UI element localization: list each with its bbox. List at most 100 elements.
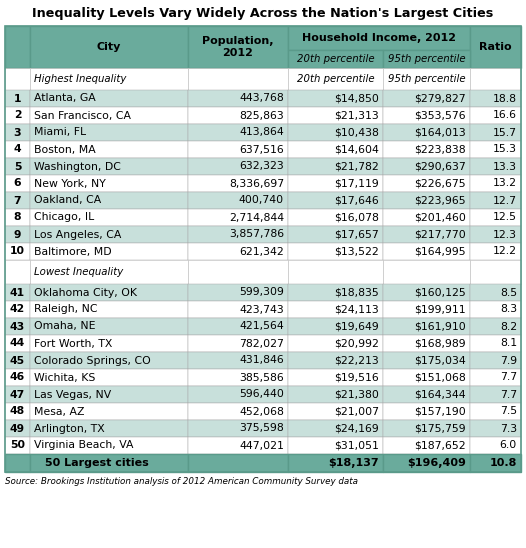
Bar (383, 284, 470, 301)
Text: 50 Largest cities: 50 Largest cities (45, 458, 148, 468)
Bar (5, 192, 30, 209)
Text: 599,309: 599,309 (239, 288, 284, 298)
Text: Mesa, AZ: Mesa, AZ (34, 407, 85, 416)
Text: Fort Worth, TX: Fort Worth, TX (34, 339, 113, 349)
Bar (470, 420, 521, 437)
Bar (30, 352, 188, 369)
Bar (30, 386, 188, 403)
Text: $14,850: $14,850 (334, 94, 379, 104)
Text: 41: 41 (10, 288, 25, 298)
Text: 8.5: 8.5 (500, 288, 517, 298)
Text: $199,911: $199,911 (414, 305, 466, 315)
Text: $24,113: $24,113 (334, 305, 379, 315)
Text: 15.3: 15.3 (493, 145, 517, 155)
Bar (5, 352, 30, 369)
Bar (383, 226, 470, 243)
Text: 45: 45 (10, 356, 25, 366)
Bar (188, 386, 288, 403)
Text: 12.2: 12.2 (493, 247, 517, 256)
Bar (288, 107, 383, 124)
Bar (30, 437, 188, 454)
Bar (288, 90, 383, 107)
Text: Highest Inequality: Highest Inequality (34, 74, 126, 84)
Text: 13.2: 13.2 (493, 179, 517, 189)
Text: 5: 5 (14, 162, 21, 172)
Bar (288, 175, 383, 192)
Text: Chicago, IL: Chicago, IL (34, 213, 94, 222)
Bar (188, 175, 288, 192)
Bar (30, 284, 188, 301)
Text: Arlington, TX: Arlington, TX (34, 424, 105, 433)
Bar (30, 260, 188, 284)
Bar (30, 243, 188, 260)
Bar (5, 141, 30, 158)
Bar (383, 158, 470, 175)
Bar (30, 68, 188, 90)
Text: 12.3: 12.3 (493, 230, 517, 239)
Text: 637,516: 637,516 (239, 145, 284, 155)
Text: $10,438: $10,438 (334, 128, 379, 138)
Text: 48: 48 (10, 407, 25, 416)
Text: Boston, MA: Boston, MA (34, 145, 96, 155)
Text: 42: 42 (10, 305, 25, 315)
Bar (5, 260, 30, 284)
Bar (188, 158, 288, 175)
Bar (5, 454, 30, 472)
Text: 413,864: 413,864 (239, 128, 284, 138)
Text: 6.0: 6.0 (500, 441, 517, 450)
Bar (470, 454, 521, 472)
Bar (5, 26, 30, 68)
Bar (470, 437, 521, 454)
Text: $21,380: $21,380 (334, 390, 379, 399)
Bar (470, 141, 521, 158)
Bar (5, 26, 521, 472)
Text: $201,460: $201,460 (414, 213, 466, 222)
Bar (188, 226, 288, 243)
Bar (470, 403, 521, 420)
Bar (5, 284, 30, 301)
Bar (470, 107, 521, 124)
Bar (188, 260, 288, 284)
Bar (383, 50, 470, 68)
Text: 8.3: 8.3 (500, 305, 517, 315)
Bar (288, 369, 383, 386)
Bar (188, 318, 288, 335)
Bar (5, 318, 30, 335)
Bar (383, 192, 470, 209)
Bar (30, 301, 188, 318)
Bar (30, 369, 188, 386)
Text: 44: 44 (10, 339, 25, 349)
Text: $175,034: $175,034 (414, 356, 466, 366)
Bar (288, 209, 383, 226)
Text: $157,190: $157,190 (414, 407, 466, 416)
Bar (188, 141, 288, 158)
Bar (30, 403, 188, 420)
Bar (188, 403, 288, 420)
Text: 3: 3 (14, 128, 22, 138)
Text: Ratio: Ratio (479, 42, 512, 52)
Bar (5, 243, 30, 260)
Text: Source: Brookings Institution analysis of 2012 American Community Survey data: Source: Brookings Institution analysis o… (5, 477, 358, 486)
Bar (288, 124, 383, 141)
Bar (288, 50, 383, 68)
Text: 12.7: 12.7 (493, 196, 517, 206)
Text: Baltimore, MD: Baltimore, MD (34, 247, 112, 256)
Bar (188, 90, 288, 107)
Bar (383, 352, 470, 369)
Text: San Francisco, CA: San Francisco, CA (34, 111, 131, 121)
Bar (288, 284, 383, 301)
Bar (470, 243, 521, 260)
Text: 95th percentile: 95th percentile (388, 54, 466, 64)
Bar (5, 420, 30, 437)
Bar (5, 90, 30, 107)
Text: Miami, FL: Miami, FL (34, 128, 86, 138)
Text: $164,013: $164,013 (414, 128, 466, 138)
Text: New York, NY: New York, NY (34, 179, 106, 189)
Text: 43: 43 (10, 322, 25, 332)
Text: 7.7: 7.7 (500, 390, 517, 399)
Bar (188, 243, 288, 260)
Bar (5, 68, 30, 90)
Text: 7.9: 7.9 (500, 356, 517, 366)
Text: City: City (97, 42, 121, 52)
Text: 2,714,844: 2,714,844 (229, 213, 284, 222)
